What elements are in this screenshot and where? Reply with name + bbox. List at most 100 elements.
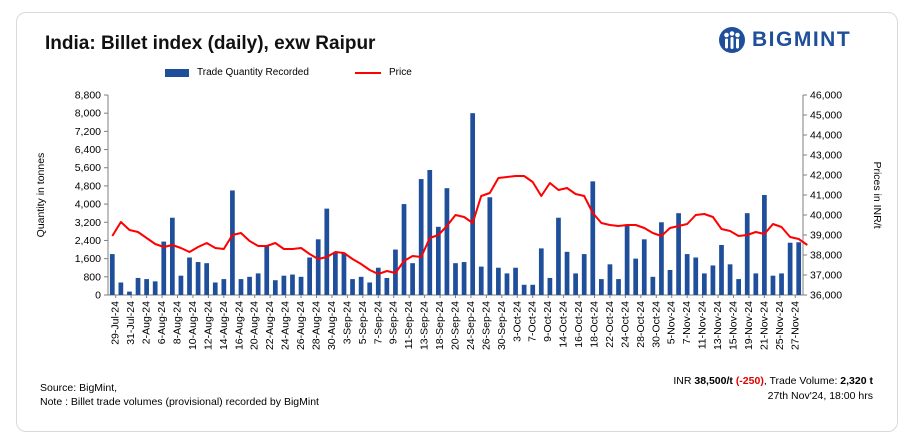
volume-bar [461, 262, 467, 295]
x-tick-label: 10-Aug-24 [187, 301, 199, 350]
volume-bar [470, 113, 476, 295]
x-tick-label: 24-Oct-24 [619, 301, 631, 348]
x-tick-label: 13-Nov-24 [712, 301, 724, 350]
x-tick-label: 25-Nov-24 [774, 301, 786, 350]
volume-bar [384, 277, 390, 295]
volume-bar [624, 225, 630, 295]
volume-bar [169, 217, 175, 295]
x-tick-label: 5-Sep-24 [357, 301, 369, 344]
x-tick-label: 28-Aug-24 [311, 301, 323, 350]
summary-timestamp: 27th Nov'24, 18:00 hrs [767, 390, 873, 402]
legend-swatch-line [355, 71, 381, 74]
price-summary: INR 38,500/t (-250), Trade Volume: 2,320… [673, 374, 873, 404]
x-tick-label: 12-Aug-24 [202, 301, 214, 350]
volume-bar [367, 282, 373, 295]
volume-bar [667, 270, 673, 295]
x-tick-label: 11-Sep-24 [403, 301, 415, 349]
volume-bar [513, 267, 518, 295]
legend-label-line: Price [389, 67, 412, 78]
volume-bar [127, 291, 132, 295]
summary-volume-label: , Trade Volume: [763, 375, 841, 387]
legend-label-bar: Trade Quantity Recorded [197, 67, 309, 78]
x-tick-label: 22-Aug-24 [264, 301, 276, 350]
y-right-axis-title: Prices in INR/t [871, 161, 883, 228]
volume-bar [350, 279, 355, 295]
chart-title: India: Billet index (daily), exw Raipur [45, 33, 376, 54]
volume-bar [487, 197, 493, 295]
y-right-tick-label: 45,000 [810, 110, 842, 122]
x-tick-label: 18-Sep-24 [434, 301, 446, 350]
summary-volume: 2,320 t [840, 375, 873, 387]
x-tick-label: 2-Aug-24 [141, 301, 153, 344]
x-tick-label: 30-Oct-24 [650, 301, 662, 348]
volume-bar [650, 276, 656, 295]
volume-bar [633, 258, 639, 295]
x-tick-label: 22-Oct-24 [604, 301, 616, 348]
legend-item-line: Price [355, 67, 412, 78]
note-text: Note : Billet trade volumes (provisional… [40, 396, 319, 408]
x-tick-label: 14-Oct-24 [558, 301, 570, 348]
x-tick-label: 20-Sep-24 [450, 301, 462, 350]
x-tick-label: 7-Sep-24 [372, 301, 384, 344]
x-tick-label: 15-Nov-24 [728, 301, 740, 350]
volume-bar [744, 213, 750, 295]
x-tick-label: 19-Nov-24 [743, 301, 755, 350]
volume-bar [418, 179, 424, 295]
y-left-tick-label: 1,600 [75, 253, 101, 265]
volume-bar [238, 279, 244, 295]
volume-bar [161, 241, 167, 295]
summary-line: INR 38,500/t (-250), Trade Volume: 2,320… [673, 374, 873, 389]
y-right-tick-label: 40,000 [810, 210, 842, 222]
y-left-tick-label: 8,000 [75, 108, 101, 120]
volume-bar [684, 254, 690, 295]
y-left-tick-label: 0 [95, 290, 101, 302]
legend-item-bar: Trade Quantity Recorded [165, 67, 309, 78]
volume-bar [375, 267, 381, 295]
volume-bar [581, 254, 587, 295]
volume-bar [736, 279, 742, 295]
x-tick-label: 24-Aug-24 [280, 301, 292, 350]
volume-bar [521, 284, 527, 295]
y-right-tick-label: 42,000 [810, 170, 842, 182]
x-tick-label: 24-Sep-24 [465, 301, 477, 350]
volume-bar [779, 273, 784, 295]
volume-bar [590, 181, 596, 295]
y-left-tick-label: 800 [83, 271, 101, 283]
y-right-tick-label: 46,000 [810, 90, 842, 102]
y-left-tick-label: 3,200 [75, 217, 101, 229]
summary-prefix: INR [673, 375, 695, 387]
footer-notes: Source: BigMint, Note : Billet trade vol… [40, 381, 319, 409]
x-tick-label: 28-Oct-24 [635, 301, 647, 348]
volume-bar [564, 251, 570, 295]
y-left-tick-label: 2,400 [75, 235, 101, 247]
x-tick-label: 27-Nov-24 [789, 301, 801, 350]
volume-bar [530, 284, 536, 295]
volume-bar [135, 277, 141, 295]
volume-bar [453, 263, 458, 295]
volume-bar [616, 279, 621, 295]
y-right-tick-label: 38,000 [810, 250, 842, 262]
volume-bar [710, 265, 716, 295]
y-left-tick-label: 5,600 [75, 162, 101, 174]
volume-bar [118, 282, 124, 295]
bigmint-logo: BIGMINT [718, 26, 851, 54]
volume-bar [290, 274, 295, 295]
volume-bar [787, 242, 793, 295]
volume-bar [255, 273, 261, 295]
volume-bar [152, 281, 158, 295]
volume-bar [538, 248, 544, 295]
y-right-tick-label: 43,000 [810, 150, 842, 162]
volume-bar [272, 280, 278, 295]
x-tick-label: 11-Nov-24 [697, 301, 709, 349]
volume-bar [230, 190, 235, 295]
volume-bar [315, 239, 321, 295]
y-left-tick-label: 4,800 [75, 180, 101, 192]
x-tick-label: 3-Oct-24 [511, 301, 523, 342]
volume-bar [727, 264, 733, 295]
y-right-tick-label: 37,000 [810, 270, 842, 282]
y-left-tick-label: 8,800 [75, 90, 101, 102]
volume-bar [264, 245, 270, 295]
volume-bar [556, 217, 561, 295]
y-right-tick-label: 39,000 [810, 230, 842, 242]
